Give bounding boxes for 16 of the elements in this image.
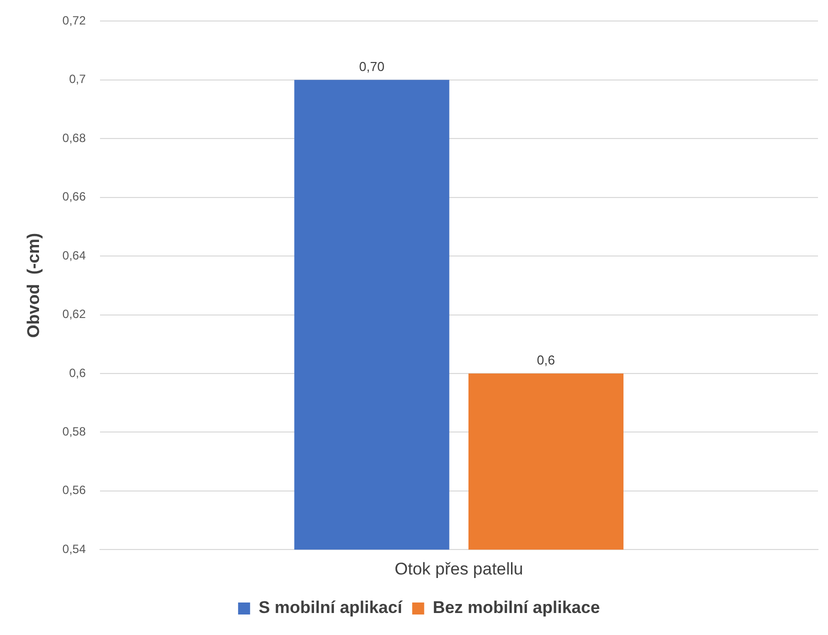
- y-tick-label: 0,72: [62, 14, 86, 28]
- legend-label: Bez mobilní aplikace: [432, 598, 600, 618]
- y-tick-label: 0,64: [62, 248, 86, 262]
- y-tick-label: 0,66: [62, 190, 86, 204]
- data-label: 0,70: [359, 58, 384, 74]
- legend-label: S mobilní aplikací: [258, 598, 404, 618]
- y-tick-label: 0,56: [62, 483, 86, 498]
- y-axis-title: Obvod (-cm): [24, 232, 43, 338]
- y-tick-label: 0,54: [62, 542, 86, 556]
- data-label: 0,6: [536, 352, 556, 368]
- y-tick-label: 0,68: [62, 130, 86, 145]
- y-tick-label: 0,6: [69, 366, 86, 380]
- x-tick-label: Otok přes patellu: [394, 559, 524, 578]
- y-tick-label: 0,7: [69, 72, 86, 86]
- y-tick-label: 0,62: [62, 307, 86, 322]
- y-tick-label: 0,58: [62, 424, 86, 438]
